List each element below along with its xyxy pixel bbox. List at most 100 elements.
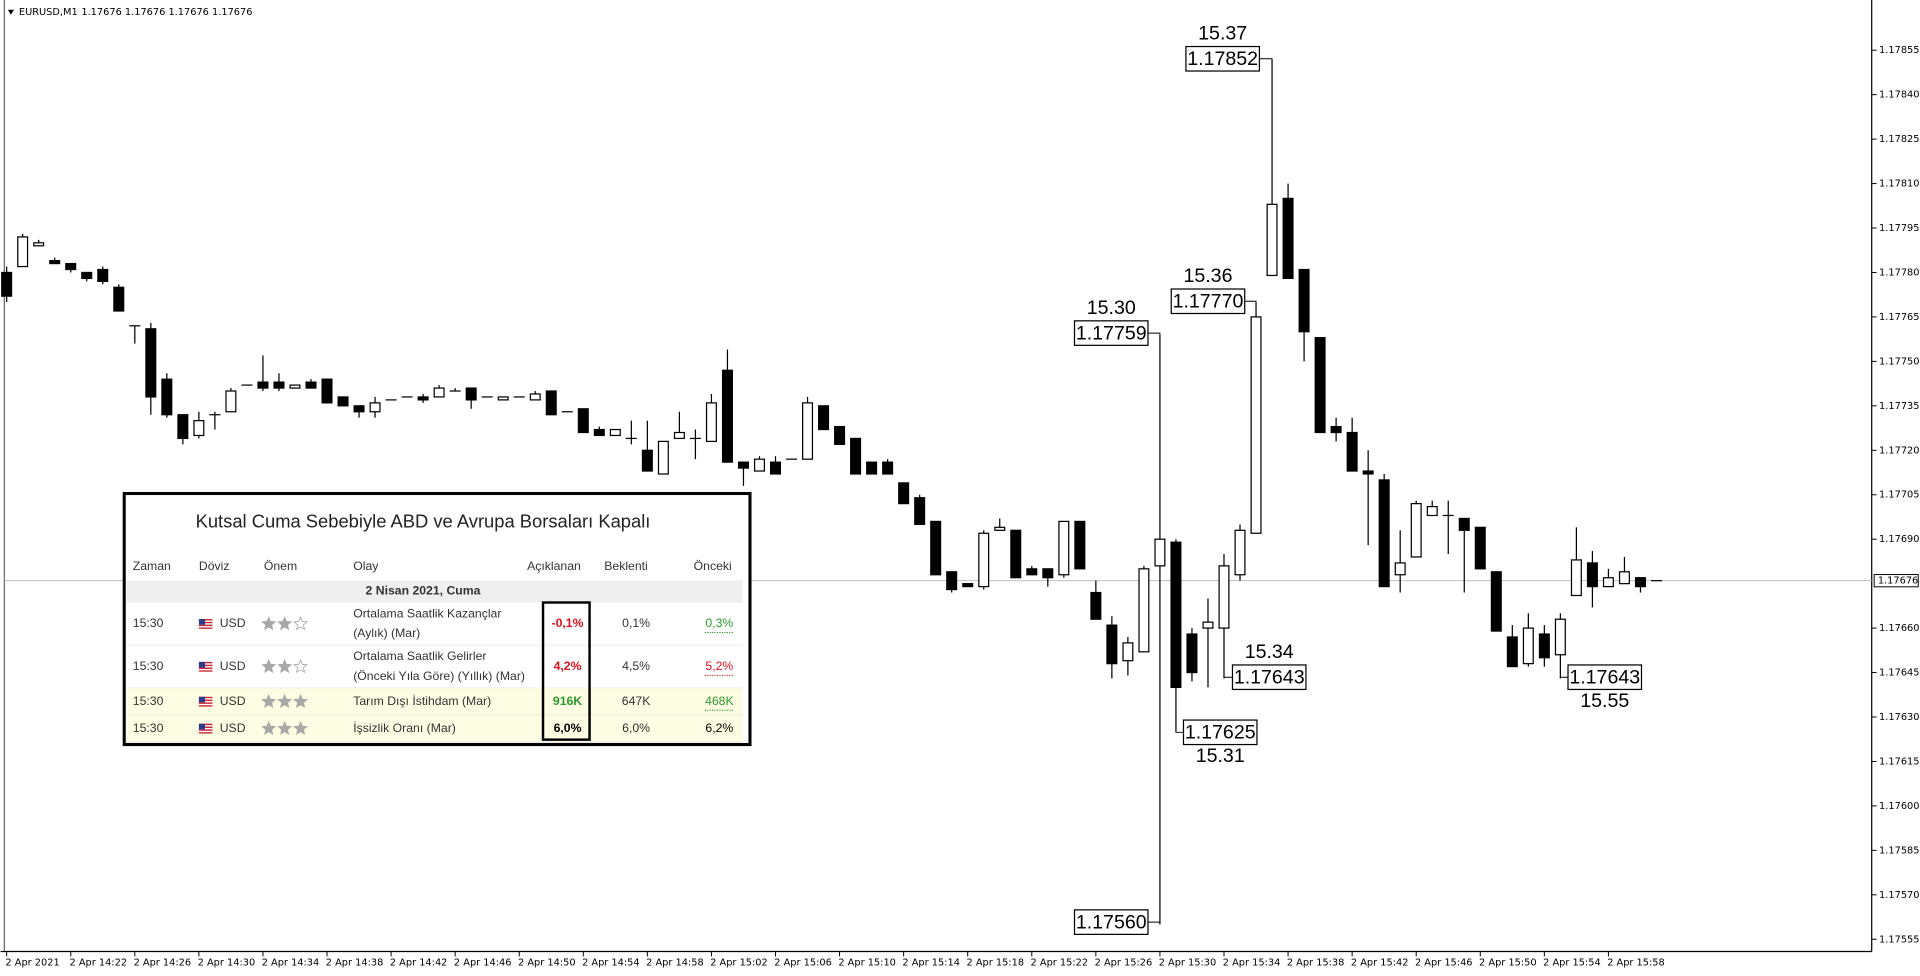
candle-body <box>962 583 974 588</box>
candle-body <box>721 369 733 463</box>
flag-stripe <box>198 620 213 622</box>
candle-body <box>705 402 717 443</box>
table-title: Kutsal Cuma Sebebiyle ABD ve Avrupa Bors… <box>196 511 651 532</box>
importance-star <box>261 720 277 735</box>
candle-body <box>978 532 990 588</box>
candle-body <box>1090 591 1102 620</box>
y-tick-label: 1.17720 <box>1879 445 1919 456</box>
x-tick-label: 2 Apr 15:58 <box>1607 958 1665 969</box>
us-flag <box>198 723 213 734</box>
x-tick-label: 2 Apr 15:30 <box>1159 958 1217 969</box>
cell-previous: 468K <box>705 694 734 708</box>
annotation-leader <box>1147 921 1161 925</box>
cell-previous: 5,2% <box>705 659 733 673</box>
date-label: 2 Nisan 2021, Cuma <box>366 584 481 598</box>
candle-body <box>321 378 333 404</box>
candle-body <box>609 428 621 437</box>
cell-actual: -0,1% <box>552 616 584 630</box>
flag-stripe <box>198 703 213 706</box>
cell-event: İşsizlik Oranı (Mar) <box>353 721 456 735</box>
cell-time: 15:30 <box>133 694 164 708</box>
candle-body <box>641 449 653 472</box>
flag-stripe <box>198 725 213 727</box>
annotation-price: 1.17643 <box>1569 667 1640 689</box>
candle-body <box>49 260 61 265</box>
us-flag <box>198 619 213 629</box>
candle-body <box>1234 529 1246 576</box>
candle-body <box>545 390 557 416</box>
candle-body <box>337 396 349 407</box>
candle-body <box>1010 529 1022 579</box>
menu-arrow[interactable] <box>7 9 15 15</box>
annotation-leader <box>1147 332 1161 335</box>
x-tick-label: 2 Apr 15:06 <box>774 958 832 969</box>
candle-body <box>17 236 29 268</box>
x-tick-label: 2 Apr 14:34 <box>262 958 320 969</box>
candle-body <box>81 271 93 280</box>
cell-currency: USD <box>220 616 246 630</box>
cell-actual: 4,2% <box>554 659 582 673</box>
candle-body <box>465 387 477 401</box>
candle-body <box>305 381 317 389</box>
candle-body <box>1378 479 1390 588</box>
candle-body <box>882 461 894 475</box>
x-tick-label: 2 Apr 14:22 <box>70 958 128 969</box>
candle-body <box>1522 627 1534 665</box>
ohlc-header: 1.17676 1.17676 1.17676 1.17676 <box>81 7 252 18</box>
annotation-time: 15.36 <box>1183 265 1232 287</box>
candle-body <box>1330 425 1342 434</box>
candle-body <box>850 437 862 475</box>
candle-body <box>353 405 365 413</box>
annotation-leader <box>1559 676 1569 679</box>
y-tick-label: 1.17795 <box>1879 223 1919 234</box>
candle-body <box>1106 624 1118 665</box>
column-header: Olay <box>353 559 379 573</box>
cell-previous: 0,3% <box>705 616 733 630</box>
column-header: Beklenti <box>604 559 648 573</box>
cell-event: (Önceki Yıla Göre) (Yıllık) (Mar) <box>353 669 525 683</box>
candle-body <box>1026 568 1038 576</box>
annotation-box <box>1182 719 1258 746</box>
annotation-box <box>1170 288 1246 315</box>
column-header: Zaman <box>133 559 171 573</box>
annotation-time: 15.37 <box>1198 22 1247 44</box>
annotation-price: 1.17852 <box>1187 48 1258 70</box>
candle-body <box>753 458 765 472</box>
annotation-price: 1.17625 <box>1185 722 1256 744</box>
importance-star <box>277 616 293 631</box>
x-tick-label: 2 Apr 14:54 <box>582 958 640 969</box>
y-tick-label: 1.17810 <box>1879 179 1919 190</box>
symbol: EURUSD,M1 <box>19 7 78 18</box>
annotation-box <box>1567 664 1643 691</box>
cell-event: Ortalama Saatlik Kazançlar <box>353 606 501 620</box>
cell-time: 15:30 <box>133 721 164 735</box>
candle-body <box>1634 577 1646 588</box>
flag-stripe <box>198 701 213 703</box>
current-price-box <box>1873 574 1919 588</box>
x-tick-label: 2 Apr 2021 <box>5 958 59 969</box>
candle-body <box>1282 197 1294 280</box>
x-tick-label: 2 Apr 15:22 <box>1031 958 1089 969</box>
annotation-time: 15.34 <box>1245 641 1294 663</box>
us-flag <box>198 696 213 707</box>
annotation-box <box>1073 909 1149 935</box>
cell-currency: USD <box>220 659 246 673</box>
column-header: Önceki <box>694 559 732 573</box>
candle-body <box>1186 633 1198 674</box>
candle-body <box>97 268 109 282</box>
annotation-time: 15.55 <box>1580 690 1629 712</box>
y-tick-label: 1.17570 <box>1879 890 1919 901</box>
candle-body <box>225 390 237 413</box>
x-tick-label: 2 Apr 15:10 <box>838 958 896 969</box>
candle-body <box>1426 505 1438 517</box>
candle-body <box>1538 633 1550 659</box>
annotation-price: 1.17643 <box>1234 667 1305 689</box>
cell-forecast: 4,5% <box>622 659 650 673</box>
x-tick-label: 2 Apr 14:42 <box>390 958 448 969</box>
x-tick-label: 2 Apr 14:30 <box>198 958 256 969</box>
y-tick-label: 1.17615 <box>1879 756 1919 767</box>
candle-body <box>1298 268 1310 333</box>
